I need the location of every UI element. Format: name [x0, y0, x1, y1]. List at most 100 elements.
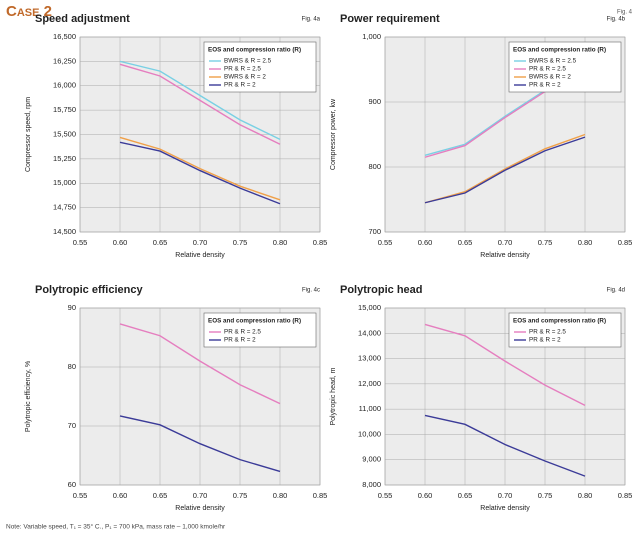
y-tick-label: 16,250	[53, 56, 76, 65]
legend-label: BWRS & R = 2.5	[224, 58, 272, 65]
y-tick-label: 13,000	[358, 354, 381, 363]
y-tick-label: 70	[68, 421, 76, 430]
chart-title: Power requirement	[340, 13, 440, 25]
chart-title: Polytropic head	[340, 284, 423, 296]
legend-title: EOS and compression ratio (R)	[208, 47, 301, 54]
series-line	[119, 136, 281, 201]
x-tick-label: 0.65	[458, 238, 473, 247]
y-tick-label: 15,500	[53, 129, 76, 138]
figure-label: Fig. 4	[617, 10, 633, 16]
x-tick-label: 0.60	[418, 491, 433, 500]
legend-label: PR & R = 2	[224, 337, 256, 344]
chart-title: Speed adjustment	[35, 13, 130, 25]
legend-box	[508, 312, 622, 348]
y-tick-label: 14,000	[358, 328, 381, 337]
y-tick-label: 90	[68, 303, 76, 312]
y-tick-label: 16,500	[53, 32, 76, 41]
y-axis-label: Compressor speed, rpm	[25, 97, 32, 172]
y-tick-label: 15,000	[53, 178, 76, 187]
y-axis-label: Polytropic head, m	[330, 367, 337, 425]
series-line	[119, 141, 281, 205]
y-tick-label: 1,000	[362, 32, 381, 41]
series-line	[424, 136, 586, 204]
y-tick-label: 8,000	[362, 480, 381, 489]
legend-box	[203, 312, 317, 348]
y-tick-label: 900	[368, 97, 381, 106]
legend-label: PR & R = 2	[529, 337, 561, 344]
x-tick-label: 0.65	[153, 491, 168, 500]
header: Case 2	[6, 3, 52, 20]
x-tick-label: 0.60	[113, 238, 128, 247]
chart-title: Polytropic efficiency	[35, 284, 143, 296]
legend-label: PR & R = 2.5	[529, 66, 566, 73]
x-tick-label: 0.85	[618, 491, 633, 500]
x-axis-label: Relative density	[175, 505, 225, 512]
y-tick-label: 80	[68, 362, 76, 371]
x-tick-label: 0.55	[73, 238, 88, 247]
series-line	[424, 133, 586, 204]
y-tick-label: 15,750	[53, 105, 76, 114]
series-line	[119, 63, 281, 145]
legend-box	[508, 41, 622, 93]
x-tick-label: 0.75	[538, 491, 553, 500]
x-tick-label: 0.80	[273, 491, 288, 500]
figure-label: Fig. 4b	[607, 17, 626, 23]
series-line	[119, 323, 281, 405]
y-tick-label: 11,000	[359, 404, 381, 413]
legend-label: PR & R = 2	[224, 82, 256, 89]
x-tick-label: 0.80	[578, 238, 593, 247]
x-tick-label: 0.55	[73, 491, 88, 500]
y-tick-label: 60	[68, 480, 76, 489]
x-tick-label: 0.80	[578, 491, 593, 500]
x-axis-label: Relative density	[480, 252, 530, 259]
y-tick-label: 15,250	[53, 154, 76, 163]
legend-label: BWRS & R = 2	[529, 74, 571, 81]
x-tick-label: 0.85	[313, 238, 328, 247]
y-tick-label: 14,750	[53, 203, 76, 212]
x-tick-label: 0.75	[538, 238, 553, 247]
y-tick-label: 15,000	[358, 303, 381, 312]
x-tick-label: 0.75	[233, 491, 248, 500]
x-axis-label: Relative density	[175, 252, 225, 259]
x-tick-label: 0.55	[378, 491, 393, 500]
y-tick-label: 12,000	[358, 379, 381, 388]
x-tick-label: 0.70	[193, 491, 208, 500]
x-tick-label: 0.75	[233, 238, 248, 247]
legend-box	[203, 41, 317, 93]
figure-label: Fig. 4c	[302, 288, 320, 294]
series-line	[119, 415, 281, 473]
y-tick-label: 14,500	[53, 227, 76, 236]
y-tick-label: 10,000	[358, 429, 381, 438]
legend-label: PR & R = 2	[529, 82, 561, 89]
legend-label: BWRS & R = 2	[224, 74, 266, 81]
x-tick-label: 0.85	[618, 238, 633, 247]
legend-title: EOS and compression ratio (R)	[208, 318, 301, 325]
series-line	[424, 323, 586, 406]
y-tick-label: 800	[368, 162, 381, 171]
x-tick-label: 0.70	[193, 238, 208, 247]
x-tick-label: 0.70	[498, 491, 513, 500]
x-axis-label: Relative density	[480, 505, 530, 512]
y-tick-label: 16,000	[53, 81, 76, 90]
y-tick-label: 700	[368, 227, 381, 236]
figure-label: Fig. 4d	[607, 288, 625, 294]
legend-label: BWRS & R = 2.5	[529, 58, 577, 65]
legend-title: EOS and compression ratio (R)	[513, 318, 606, 325]
x-tick-label: 0.60	[113, 491, 128, 500]
legend-label: PR & R = 2.5	[529, 329, 566, 336]
legend-label: PR & R = 2.5	[224, 66, 261, 73]
x-tick-label: 0.55	[378, 238, 393, 247]
series-line	[424, 414, 586, 477]
x-tick-label: 0.70	[498, 238, 513, 247]
series-line	[119, 60, 281, 141]
legend-title: EOS and compression ratio (R)	[513, 47, 606, 54]
y-axis-label: Compressor power, kw	[330, 98, 337, 170]
x-tick-label: 0.65	[153, 238, 168, 247]
x-tick-label: 0.85	[313, 491, 328, 500]
figure-label: Fig. 4a	[302, 17, 321, 23]
note: Note: Variable speed, T₁ = 35° C., P₁ = …	[6, 523, 226, 531]
y-tick-label: 9,000	[362, 455, 381, 464]
x-tick-label: 0.60	[418, 238, 433, 247]
x-tick-label: 0.65	[458, 491, 473, 500]
